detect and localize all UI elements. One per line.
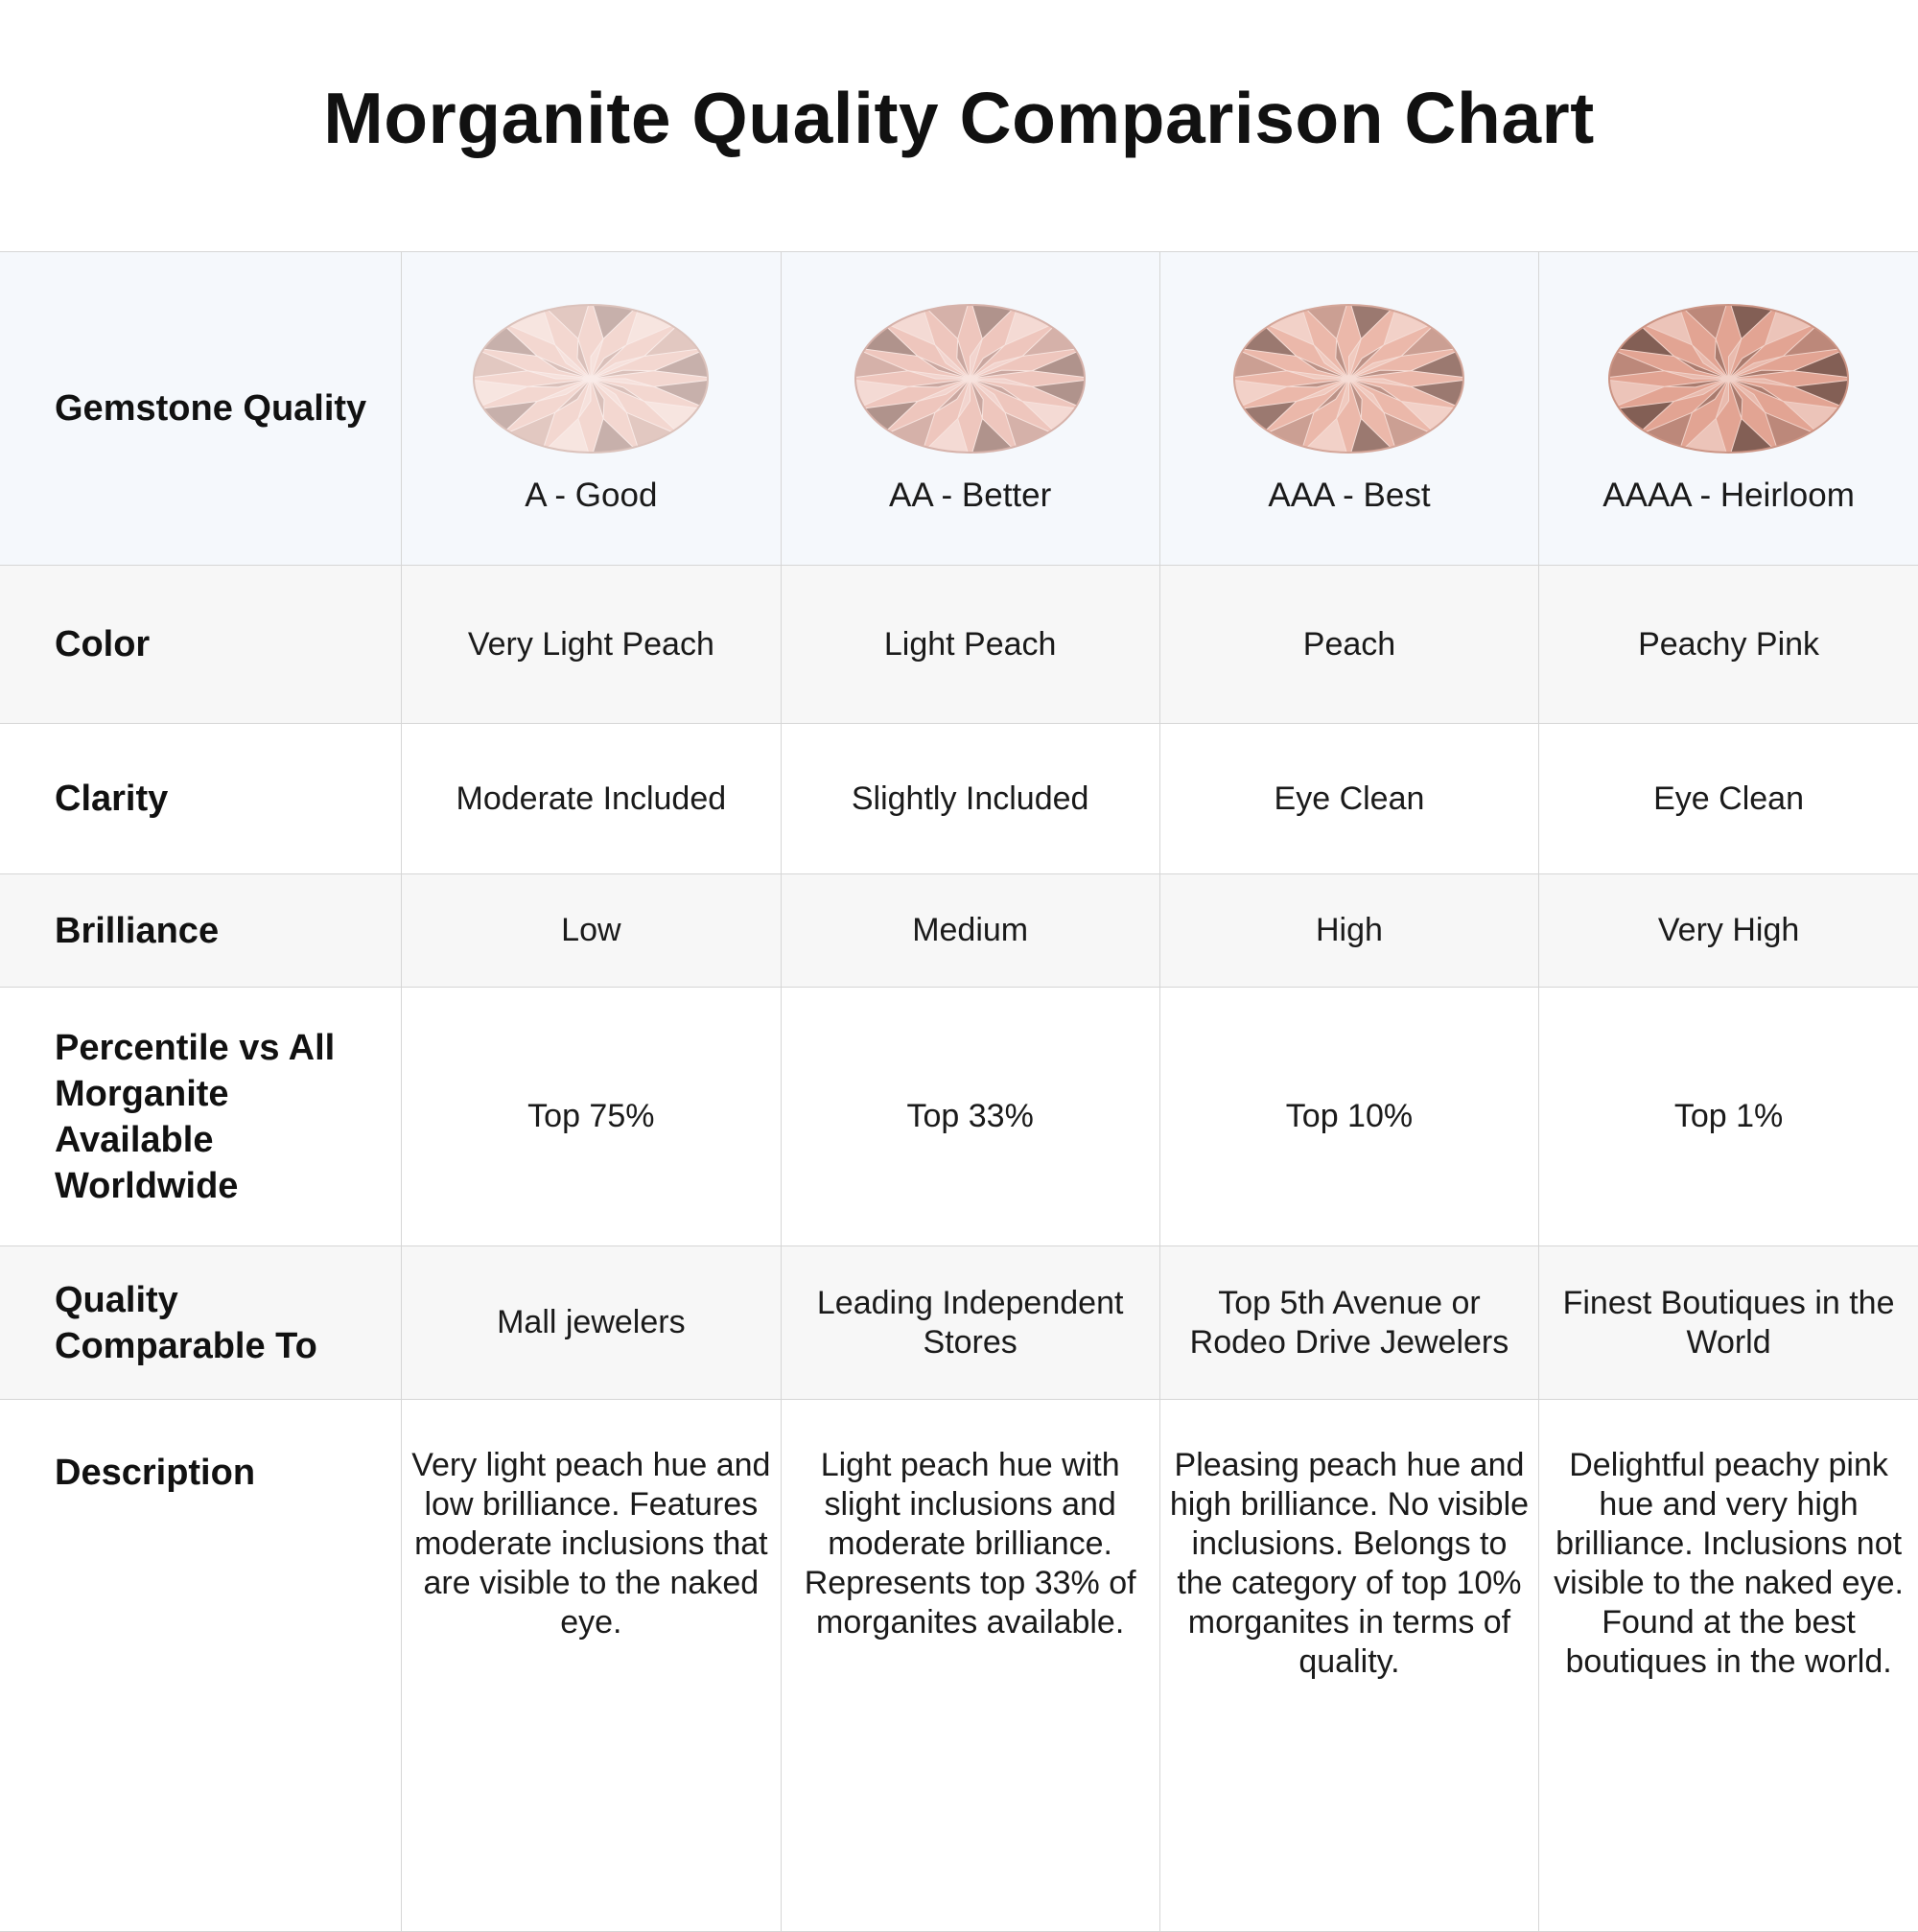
- comparable-row: Quality Comparable To Mall jewelers Lead…: [0, 1245, 1918, 1400]
- brilliance-cell: High: [1158, 873, 1540, 988]
- row-label-color: Color: [0, 565, 403, 724]
- description-cell: Light peach hue with slight inclusions a…: [780, 1399, 1160, 1932]
- color-cell: Peachy Pink: [1538, 565, 1918, 724]
- description-cell: Delightful peachy pink hue and very high…: [1538, 1399, 1918, 1932]
- comparable-cell: Top 5th Avenue or Rodeo Drive Jewelers: [1158, 1245, 1540, 1400]
- grade-cell-aaaa: AAAA - Heirloom: [1538, 251, 1918, 566]
- grade-cell-aa: AA - Better: [780, 251, 1160, 566]
- brilliance-cell: Low: [401, 873, 782, 988]
- row-label-clarity: Clarity: [0, 723, 403, 874]
- row-label-description: Description: [0, 1399, 403, 1932]
- description-text: Light peach hue with slight inclusions a…: [804, 1447, 1136, 1641]
- description-row: Description Very light peach hue and low…: [0, 1399, 1918, 1932]
- brilliance-row: Brilliance Low Medium High Very High: [0, 873, 1918, 988]
- description-text: Delightful peachy pink hue and very high…: [1554, 1447, 1904, 1680]
- row-label-brilliance: Brilliance: [0, 873, 403, 988]
- percentile-cell: Top 10%: [1158, 987, 1540, 1246]
- comparable-cell: Mall jewelers: [401, 1245, 782, 1400]
- row-label-percentile: Percentile vs All Morganite Available Wo…: [0, 987, 403, 1246]
- row-label-quality: Gemstone Quality: [0, 251, 403, 566]
- clarity-cell: Eye Clean: [1538, 723, 1918, 874]
- clarity-cell: Slightly Included: [780, 723, 1160, 874]
- clarity-cell: Moderate Included: [401, 723, 782, 874]
- clarity-cell: Eye Clean: [1158, 723, 1540, 874]
- oval-morganite-gem-icon: [1608, 304, 1850, 454]
- page-title: Morganite Quality Comparison Chart: [323, 78, 1595, 158]
- percentile-cell: Top 33%: [780, 987, 1160, 1246]
- grade-label: A - Good: [525, 477, 658, 514]
- color-cell: Very Light Peach: [401, 565, 782, 724]
- description-cell: Very light peach hue and low brilliance.…: [401, 1399, 782, 1932]
- oval-morganite-gem-icon: [1233, 304, 1465, 454]
- percentile-cell: Top 1%: [1538, 987, 1918, 1246]
- grade-label: AAAA - Heirloom: [1602, 477, 1855, 514]
- oval-morganite-gem-icon: [854, 304, 1087, 454]
- description-text: Pleasing peach hue and high brilliance. …: [1169, 1447, 1530, 1680]
- description-cell: Pleasing peach hue and high brilliance. …: [1158, 1399, 1540, 1932]
- percentile-cell: Top 75%: [401, 987, 782, 1246]
- brilliance-cell: Medium: [780, 873, 1160, 988]
- comparable-cell: Finest Boutiques in the World: [1538, 1245, 1918, 1400]
- comparable-cell: Leading Independent Stores: [780, 1245, 1160, 1400]
- color-cell: Light Peach: [780, 565, 1160, 724]
- color-row: Color Very Light Peach Light Peach Peach…: [0, 565, 1918, 724]
- grade-cell-a: A - Good: [401, 251, 782, 566]
- brilliance-cell: Very High: [1538, 873, 1918, 988]
- row-label-comparable: Quality Comparable To: [0, 1245, 403, 1400]
- oval-morganite-gem-icon: [473, 304, 710, 454]
- gemstone-quality-row: Gemstone Quality A - Good AA - Better AA…: [0, 251, 1918, 566]
- color-cell: Peach: [1158, 565, 1540, 724]
- quality-comparison-table: Gemstone Quality A - Good AA - Better AA…: [0, 251, 1918, 1932]
- clarity-row: Clarity Moderate Included Slightly Inclu…: [0, 723, 1918, 874]
- grade-label: AA - Better: [889, 477, 1052, 514]
- grade-label: AAA - Best: [1268, 477, 1431, 514]
- percentile-row: Percentile vs All Morganite Available Wo…: [0, 987, 1918, 1246]
- description-text: Very light peach hue and low brilliance.…: [411, 1447, 771, 1641]
- grade-cell-aaa: AAA - Best: [1158, 251, 1540, 566]
